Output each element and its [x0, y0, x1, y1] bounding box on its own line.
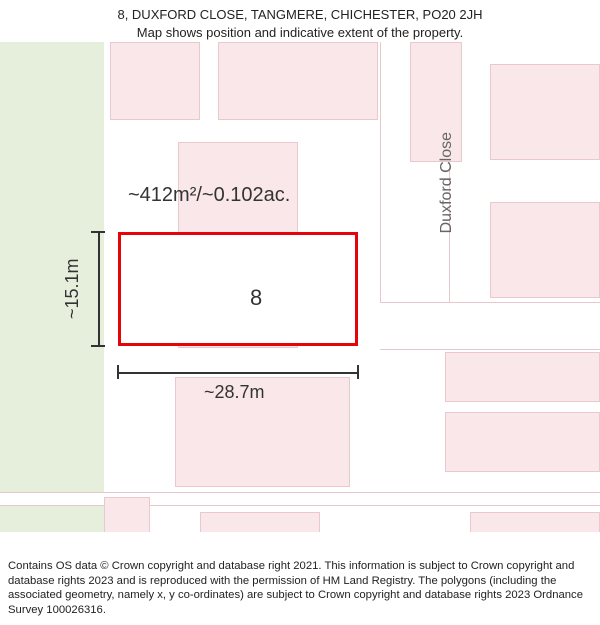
dimension-tick [91, 231, 105, 233]
building-footprint [490, 202, 600, 298]
road-border [380, 349, 600, 350]
building-footprint [445, 352, 600, 402]
road-border [380, 42, 381, 342]
footer-mask [0, 532, 600, 542]
subtitle: Map shows position and indicative extent… [10, 24, 590, 42]
road-border [0, 492, 600, 493]
dimension-tick [357, 365, 359, 379]
dimension-line-horizontal [118, 372, 358, 374]
road-segment [380, 302, 600, 350]
building-footprint [110, 42, 200, 120]
map-canvas: 8 ~412m²/~0.102ac. Duxford Close ~15.1m ~28.… [0, 42, 600, 532]
height-label: ~15.1m [62, 258, 83, 319]
dimension-line-vertical [98, 232, 100, 346]
road-border [0, 505, 600, 506]
area-label: ~412m²/~0.102ac. [128, 184, 290, 207]
header: 8, DUXFORD CLOSE, TANGMERE, CHICHESTER, … [0, 0, 600, 45]
building-footprint [445, 412, 600, 472]
building-footprint [104, 497, 150, 533]
plot-number: 8 [250, 285, 262, 311]
street-name-label: Duxford Close [438, 132, 456, 233]
green-area [0, 42, 104, 532]
dimension-tick [117, 365, 119, 379]
width-label: ~28.7m [204, 382, 265, 403]
copyright-footer: Contains OS data © Crown copyright and d… [0, 555, 600, 625]
road-border [380, 302, 600, 303]
dimension-tick [91, 345, 105, 347]
building-footprint [218, 42, 378, 120]
road-segment [0, 492, 600, 506]
building-footprint [490, 64, 600, 160]
address-line: 8, DUXFORD CLOSE, TANGMERE, CHICHESTER, … [10, 6, 590, 24]
highlighted-property [118, 232, 358, 346]
